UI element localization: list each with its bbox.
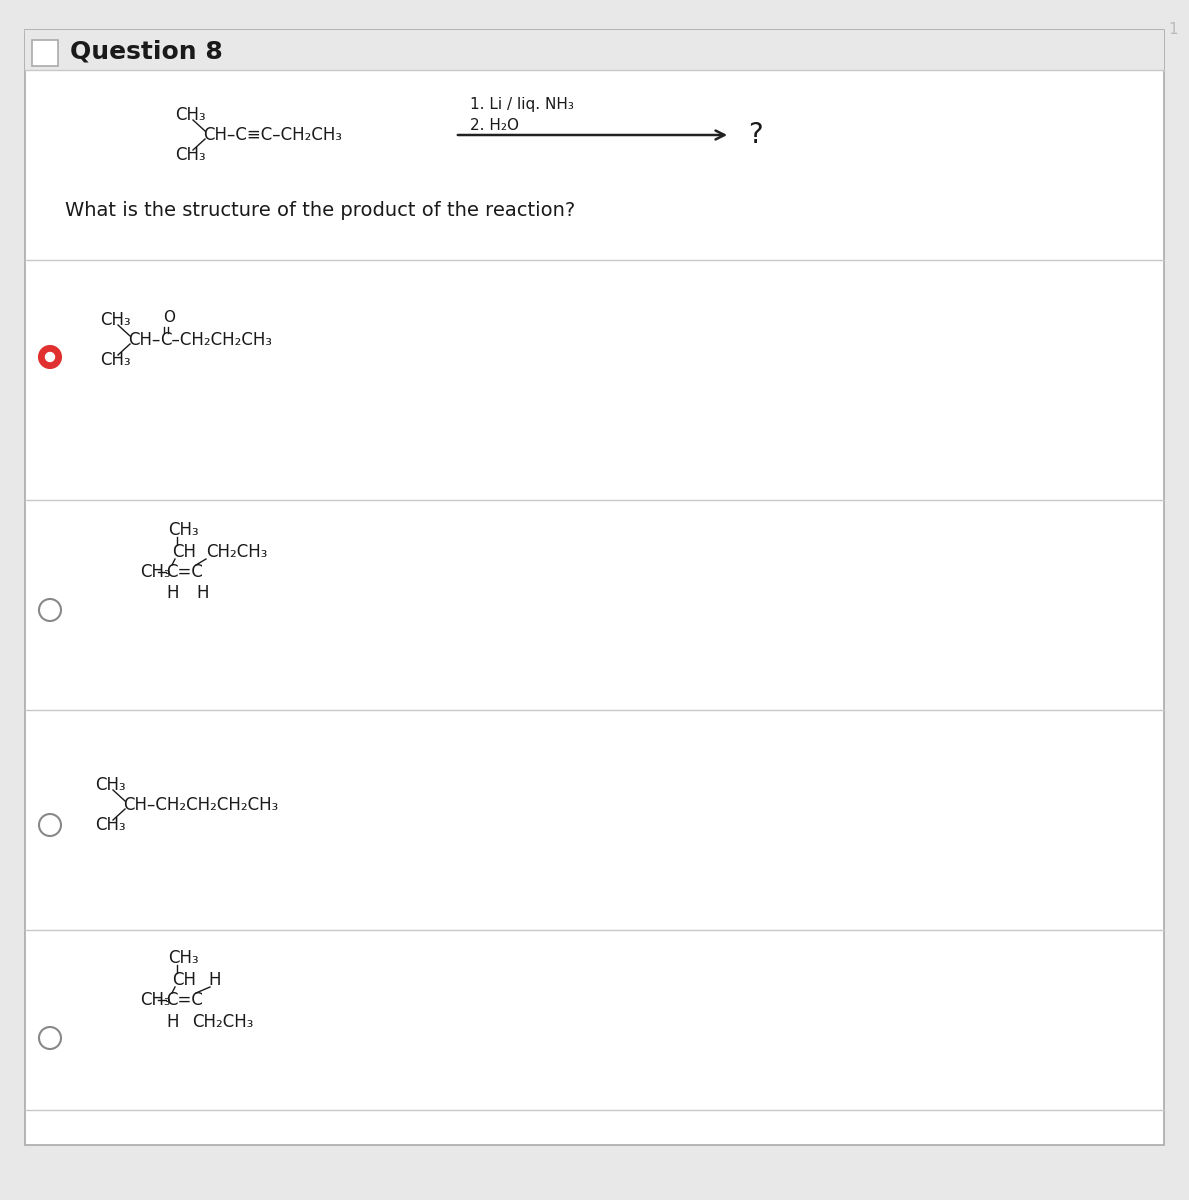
Text: CH–C≡C–CH₂CH₃: CH–C≡C–CH₂CH₃ bbox=[203, 126, 342, 144]
Circle shape bbox=[45, 353, 55, 361]
Text: ?: ? bbox=[748, 121, 763, 149]
Text: CH₂CH₃: CH₂CH₃ bbox=[206, 542, 268, 560]
Text: H: H bbox=[166, 1013, 178, 1031]
Text: H: H bbox=[166, 584, 178, 602]
Text: CH: CH bbox=[172, 542, 196, 560]
Text: What is the structure of the product of the reaction?: What is the structure of the product of … bbox=[65, 200, 575, 220]
Text: CH₃: CH₃ bbox=[100, 350, 131, 370]
Text: 1. Li / liq. NH₃: 1. Li / liq. NH₃ bbox=[470, 97, 574, 113]
Text: CH: CH bbox=[172, 971, 196, 989]
Text: CH₃: CH₃ bbox=[100, 311, 131, 329]
Text: H: H bbox=[208, 971, 220, 989]
Circle shape bbox=[39, 346, 61, 368]
Text: CH₃: CH₃ bbox=[175, 106, 206, 124]
Circle shape bbox=[39, 1027, 61, 1049]
Text: CH–: CH– bbox=[128, 331, 161, 349]
Text: CH₃: CH₃ bbox=[95, 816, 126, 834]
Text: O: O bbox=[163, 311, 175, 325]
Text: H: H bbox=[196, 584, 208, 602]
Text: C–CH₂CH₂CH₃: C–CH₂CH₂CH₃ bbox=[161, 331, 272, 349]
Text: 1: 1 bbox=[1169, 23, 1178, 37]
Text: CH₃: CH₃ bbox=[175, 146, 206, 164]
Circle shape bbox=[39, 599, 61, 622]
Text: CH₃: CH₃ bbox=[140, 991, 171, 1009]
Text: CH₃: CH₃ bbox=[168, 949, 199, 967]
Text: CH₂CH₃: CH₂CH₃ bbox=[191, 1013, 253, 1031]
FancyBboxPatch shape bbox=[25, 30, 1164, 70]
Text: CH₃: CH₃ bbox=[95, 776, 126, 794]
Text: 2. H₂O: 2. H₂O bbox=[470, 118, 520, 132]
Text: C=C: C=C bbox=[166, 563, 203, 581]
FancyBboxPatch shape bbox=[32, 40, 58, 66]
Text: CH₃: CH₃ bbox=[140, 563, 171, 581]
Circle shape bbox=[39, 814, 61, 836]
Text: CH₃: CH₃ bbox=[168, 521, 199, 539]
FancyBboxPatch shape bbox=[25, 30, 1164, 1145]
Text: C=C: C=C bbox=[166, 991, 203, 1009]
Text: Question 8: Question 8 bbox=[70, 40, 222, 64]
Text: CH–CH₂CH₂CH₂CH₃: CH–CH₂CH₂CH₂CH₃ bbox=[122, 796, 278, 814]
